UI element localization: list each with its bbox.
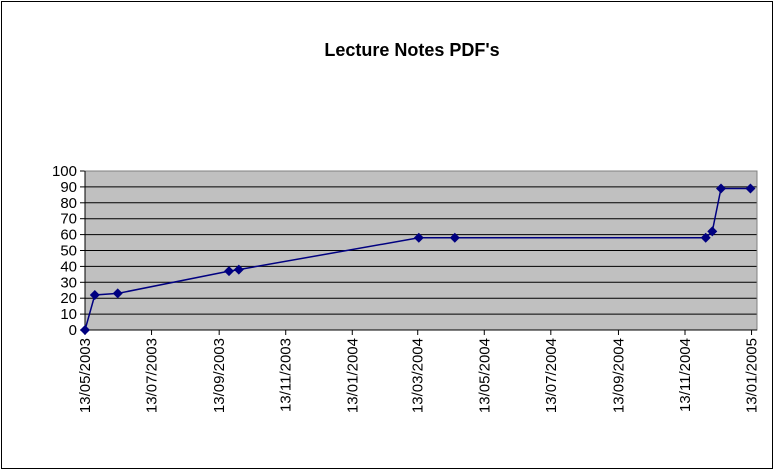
y-tick-label: 80 (60, 195, 77, 212)
data-point (700, 232, 711, 243)
x-tick-label: 13/07/2003 (144, 338, 161, 413)
x-tick-label: 13/11/2004 (677, 338, 694, 412)
y-tick-label: 20 (60, 290, 77, 307)
y-tick-label: 70 (60, 211, 77, 228)
y-tick-label: 40 (60, 258, 77, 275)
x-tick-label: 13/05/2004 (476, 338, 493, 413)
data-point (233, 264, 244, 275)
x-tick-label: 13/11/2003 (278, 338, 295, 412)
x-tick-label: 13/09/2004 (610, 338, 627, 413)
x-tick-label: 13/01/2004 (344, 338, 361, 413)
data-point (80, 325, 90, 335)
data-point (413, 232, 424, 243)
y-tick-label: 100 (52, 163, 77, 180)
data-point (707, 226, 718, 237)
x-tick-label: 13/09/2003 (211, 338, 228, 413)
data-point (112, 288, 123, 299)
data-point (449, 232, 460, 243)
y-tick-label: 10 (60, 306, 77, 323)
data-point (745, 183, 756, 194)
data-point (224, 266, 234, 277)
y-tick-label: 50 (60, 243, 77, 260)
x-tick-label: 13/01/2005 (744, 338, 761, 413)
y-tick-label: 60 (60, 227, 77, 244)
x-tick-label: 13/05/2003 (77, 338, 94, 413)
y-tick-label: 30 (60, 274, 77, 291)
y-tick-label: 0 (69, 322, 77, 339)
data-point (89, 290, 100, 301)
chart-title: Lecture Notes PDF's (324, 40, 499, 60)
y-tick-label: 90 (60, 179, 77, 196)
x-tick-label: 13/07/2004 (543, 338, 560, 413)
data-point (716, 183, 726, 194)
x-tick-label: 13/03/2004 (410, 338, 427, 413)
